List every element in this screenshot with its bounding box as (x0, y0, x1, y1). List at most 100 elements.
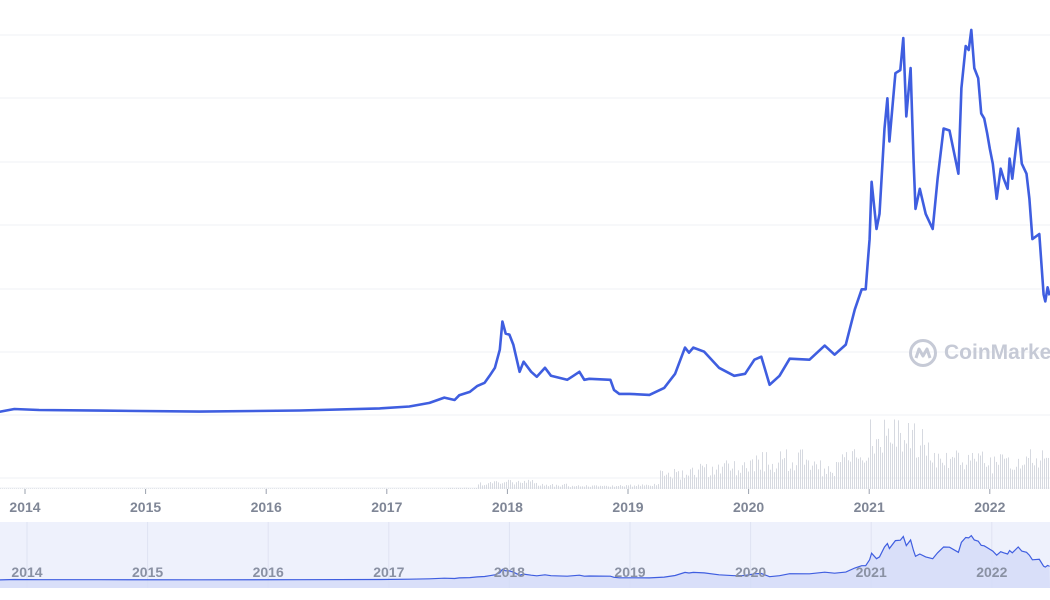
volume-bar (968, 454, 969, 489)
volume-bar (620, 485, 621, 489)
volume-bar (654, 483, 655, 489)
volume-bar (718, 464, 719, 489)
volume-bar (262, 488, 263, 489)
volume-bar (148, 488, 149, 489)
volume-bar (286, 488, 287, 489)
volume-bar (362, 488, 363, 489)
volume-bar (638, 484, 639, 489)
volume-bar (784, 458, 785, 489)
volume-bar (800, 449, 801, 489)
volume-bar (94, 488, 95, 489)
volume-bar (480, 482, 481, 489)
volume-bar (658, 484, 659, 489)
volume-bar (534, 483, 535, 489)
volume-bar (992, 473, 993, 489)
volume-bar (320, 488, 321, 489)
volume-bar (252, 488, 253, 489)
volume-bar (814, 461, 815, 489)
volume-bar (822, 476, 823, 489)
x-tick-label: 2014 (9, 499, 40, 515)
volume-bar (520, 482, 521, 489)
volume-bar (92, 488, 93, 489)
volume-bar (1032, 462, 1033, 489)
volume-bar (298, 488, 299, 489)
volume-bar (544, 485, 545, 489)
navigator-tick-label: 2021 (856, 564, 887, 580)
volume-bar (716, 469, 717, 489)
volume-bar (366, 488, 367, 489)
volume-bar (294, 488, 295, 489)
volume-bar (776, 468, 777, 489)
volume-bar (566, 483, 567, 489)
volume-bar (546, 484, 547, 489)
volume-bar (598, 486, 599, 489)
volume-bar (378, 488, 379, 489)
volume-bar (636, 486, 637, 489)
volume-bar (336, 488, 337, 489)
volume-bar (866, 460, 867, 489)
coinmarketcap-watermark: CoinMarketCap (908, 336, 1050, 370)
volume-bar (126, 488, 127, 489)
volume-bar (190, 488, 191, 489)
volume-bar (44, 488, 45, 489)
volume-bar (514, 484, 515, 489)
volume-bar (612, 485, 613, 489)
volume-bar (228, 488, 229, 489)
volume-bar (1004, 458, 1005, 489)
volume-bar (842, 454, 843, 489)
volume-bar (678, 471, 679, 489)
volume-bar (472, 488, 473, 489)
volume-bar (456, 487, 457, 489)
volume-bar (798, 452, 799, 489)
volume-bar (656, 485, 657, 489)
volume-bar (562, 484, 563, 489)
volume-bar (886, 435, 887, 489)
volume-bar (922, 429, 923, 489)
volume-bar (284, 488, 285, 489)
volume-bar (482, 485, 483, 489)
volume-bar (468, 487, 469, 489)
volume-bar (554, 486, 555, 489)
volume-bar (982, 451, 983, 489)
volume-bar (884, 419, 885, 489)
navigator[interactable]: 2014 2015 2016 2017 2018 2019 2020 2021 2022 (0, 522, 1050, 588)
volume-bar (840, 462, 841, 489)
volume-bar (522, 482, 523, 489)
volume-bar (584, 486, 585, 489)
volume-bar (434, 488, 435, 489)
volume-bar (722, 466, 723, 489)
volume-bar (134, 488, 135, 489)
navigator-x-axis: 2014 2015 2016 2017 2018 2019 2020 2021 2022 (11, 564, 1007, 580)
volume-bar (774, 472, 775, 489)
volume-bar (786, 449, 787, 489)
volume-bar (98, 488, 99, 489)
volume-bar (928, 442, 929, 489)
volume-bar (698, 469, 699, 489)
volume-bar (1012, 469, 1013, 489)
volume-bar (28, 488, 29, 489)
navigator-tick-label: 2016 (253, 564, 284, 580)
volume-bar (854, 449, 855, 489)
volume-bar (906, 443, 907, 489)
volume-bar (900, 432, 901, 489)
volume-bar (198, 488, 199, 489)
watermark-text: CoinMarketCap (944, 341, 1050, 364)
volume-bar (450, 487, 451, 489)
volume-bar (706, 464, 707, 489)
volume-bar (586, 485, 587, 489)
volume-bar (236, 488, 237, 489)
volume-bar (454, 488, 455, 489)
volume-bar (390, 488, 391, 489)
volume-bar (850, 461, 851, 489)
volume-bar (60, 488, 61, 489)
volume-bar (104, 488, 105, 489)
volume-bar (184, 488, 185, 489)
volume-bar (426, 488, 427, 489)
volume-bar (116, 488, 117, 489)
volume-bar (8, 488, 9, 489)
volume-bar (478, 484, 479, 489)
volume-bar (410, 488, 411, 489)
volume-bar (318, 488, 319, 489)
volume-bar (736, 475, 737, 489)
volume-bar (270, 488, 271, 489)
